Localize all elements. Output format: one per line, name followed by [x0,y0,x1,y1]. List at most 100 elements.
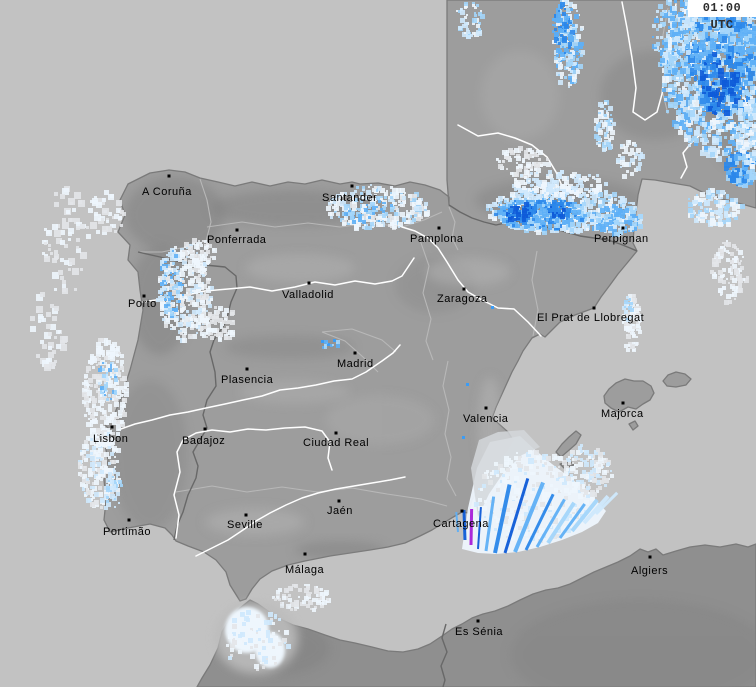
city-dot [592,306,596,310]
city-marker: Santander [322,184,377,204]
majorca-island [603,378,655,413]
precip-atlantic-offshore-2 [88,190,126,235]
fan-streak [462,509,467,541]
city-marker: Badajoz [182,427,225,447]
city-label: Perpignan [594,233,649,245]
city-label: Algiers [631,565,668,577]
precip-atlantic-offshore-1 [42,186,91,294]
reservoir-dots [321,306,494,439]
precip-pyrenees-deep-core-2 [548,202,571,219]
fan-streak [493,484,512,554]
precip-se-france-edge [734,86,756,169]
fan-streak [546,501,576,545]
city-marker: Ciudad Real [303,431,369,449]
fan-streak [469,508,474,546]
fan-streak [558,503,586,539]
precip-pyrenees-east [590,204,643,237]
city-label: Zaragoza [437,293,488,305]
city-dot [203,427,207,431]
city-dot [167,174,171,178]
terrain-aquitaine [480,50,560,140]
city-marker: Jaén [327,499,352,517]
city-dot [244,513,248,517]
precip-portugal-coast-pale [82,338,129,447]
fan-streak [524,493,555,551]
city-marker: Seville [227,513,263,531]
city-label: Badajoz [182,435,225,447]
region-border-catalonia-west [531,250,539,337]
city-label: Pamplona [410,233,464,245]
city-label: Ciudad Real [303,437,369,449]
city-dot [337,499,341,503]
cartagena-radar-fan-streaks [455,477,619,554]
fan-streak [513,481,545,553]
water-body-dot [327,343,330,346]
city-marker: Madrid [337,351,374,370]
city-dot [621,401,625,405]
terrain-la-mancha [325,395,435,445]
precip-alboran-pale [272,584,331,612]
terrain-galicia [125,177,225,253]
city-marker: El Prat de Llobregat [537,306,644,324]
city-marker: Pamplona [410,226,464,245]
city-dot [110,425,114,429]
city-label: Cartagena [433,518,489,530]
fan-streak [455,511,459,533]
city-dot [235,228,239,232]
city-marker: Perpignan [594,226,649,245]
city-label: Plasencia [221,374,274,386]
terrain-atlas [510,600,756,687]
city-dot [353,351,357,355]
city-marker: Valencia [463,406,509,425]
fan-streak [535,498,566,548]
terrain-tagus-valley [240,380,350,404]
cabrera-island [628,420,639,431]
city-markers: A Coruña Santander Ponferrada Pamplona Perpi… [93,174,668,638]
fan-streak [582,494,610,525]
precip-portugal-coast-cyan [98,362,118,401]
city-dot [460,509,464,513]
precip-madrid-reservoir-specks [322,340,340,349]
city-dot [127,518,131,522]
terrain-central-system [225,335,355,359]
precip-morocco-echo-specks [226,610,291,671]
city-label: Ponferrada [207,234,267,246]
city-marker: Plasencia [221,367,274,386]
fan-streak [594,491,619,516]
region-border-madrid-1 [321,331,379,373]
precip-gulf-of-lion-pale [688,188,745,227]
region-border-valencia-west [442,360,457,497]
city-dot [437,226,441,230]
region-border-navarra [448,206,459,251]
precip-duero-pale-east [198,306,235,342]
precip-pyrenees-north-diffuse [512,170,608,199]
city-marker: Lisbon [93,425,128,445]
city-dot [334,431,338,435]
precip-lisbon-coast-cyan [106,474,123,508]
city-marker: Porto [128,294,156,310]
river-guadiana [173,426,333,539]
city-label: Portimão [103,526,151,538]
river-guadalquivir [195,476,406,557]
fan-streak [477,507,482,550]
precip-santander-cyan [344,200,398,226]
border-portugal-spain [137,251,238,541]
city-label: Seville [227,519,263,531]
city-label: Valencia [463,413,509,425]
precip-atlantic-offshore-3 [30,292,68,371]
water-body-dot [333,339,336,342]
precip-porto-cyan-cluster [158,250,184,318]
region-border-aragon-west [419,239,434,361]
timestamp: 01:00 UTC [688,0,756,32]
city-dot [484,406,488,410]
city-marker: Cartagena [433,509,489,530]
city-dot [476,619,480,623]
city-label: Madrid [337,358,374,370]
river-tagus [117,344,401,431]
city-dot [462,287,466,291]
fan-streak [484,496,496,552]
river-garonne [457,124,567,197]
ibiza-island [555,430,582,458]
